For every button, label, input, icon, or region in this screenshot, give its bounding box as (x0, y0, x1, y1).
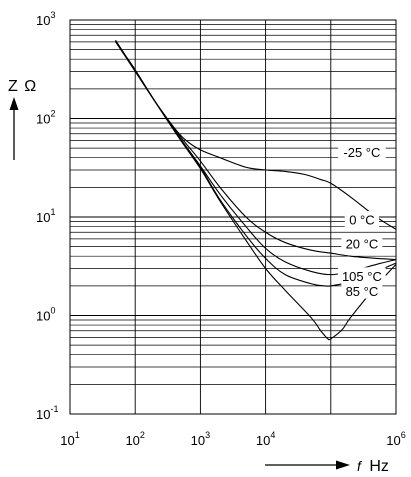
x-tick-label: 103 (191, 430, 210, 448)
y-tick-label: 10-1 (36, 404, 58, 422)
series-label: 105 °C (342, 269, 382, 284)
y-tick-label: 101 (36, 207, 55, 225)
x-axis-arrowhead (336, 460, 350, 470)
series-label: 0 °C (349, 213, 374, 228)
svg-text:f Hz: f Hz (357, 458, 389, 475)
y-tick-label: 100 (36, 306, 55, 324)
x-tick-label: 102 (125, 430, 144, 448)
y-axis-arrowhead (9, 97, 19, 110)
x-tick-label: 106 (386, 430, 405, 448)
x-axis-label: f Hz (265, 458, 389, 475)
x-axis-unit: Hz (369, 458, 389, 475)
series-label-bg (341, 235, 383, 252)
svg-text:Z Ω: Z Ω (8, 78, 36, 95)
series-label-bg (338, 143, 386, 160)
y-tick-labels: 10-1 100 101 102 103 (36, 10, 58, 422)
plot-frame (69, 19, 397, 415)
series-label: 85 °C (346, 284, 379, 299)
x-tick-label: 104 (256, 430, 275, 448)
series-curves (115, 40, 397, 341)
y-axis-unit: Ω (24, 78, 36, 95)
series-label: 20 °C (346, 237, 379, 252)
series-labels: -25 °C 0 °C 20 °C 105 °C85 °C (338, 143, 386, 299)
series-label-bg (341, 282, 383, 299)
series-line-minus25c (115, 41, 397, 230)
y-axis-label: Z Ω (8, 78, 36, 160)
y-tick-label: 102 (36, 109, 55, 127)
x-axis-symbol: f (357, 458, 363, 474)
x-tick-labels: 101 102 103 104 106 (60, 430, 405, 448)
series-label: -25 °C (343, 145, 380, 160)
x-tick-label: 101 (60, 430, 79, 448)
series-label-bg (338, 267, 386, 284)
series-label-bg (344, 211, 380, 228)
y-axis-symbol: Z (8, 78, 18, 95)
y-tick-label: 103 (36, 10, 55, 28)
series-line-85c (115, 40, 397, 341)
